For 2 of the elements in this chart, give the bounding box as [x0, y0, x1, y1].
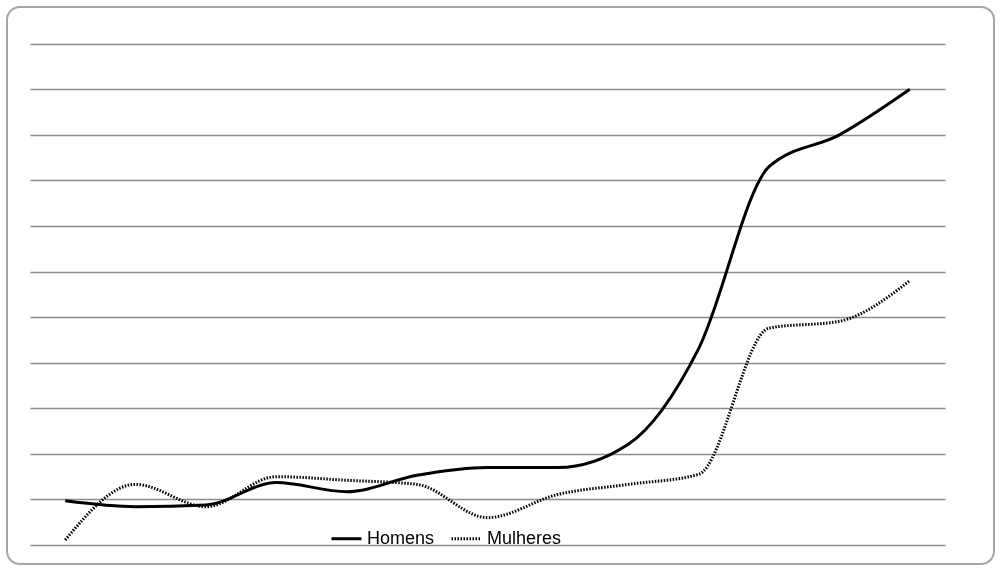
legend-label: Mulheres — [487, 527, 562, 548]
legend-label: Homens — [367, 527, 435, 548]
